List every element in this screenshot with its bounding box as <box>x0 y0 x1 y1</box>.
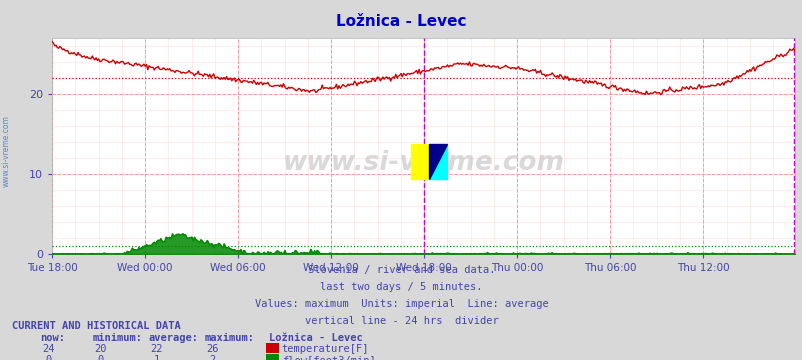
Polygon shape <box>429 144 447 179</box>
Text: 2: 2 <box>209 355 216 360</box>
Text: Slovenia / river and sea data.: Slovenia / river and sea data. <box>307 265 495 275</box>
Text: 0: 0 <box>45 355 51 360</box>
Text: 20: 20 <box>94 344 107 354</box>
Polygon shape <box>429 144 447 179</box>
Text: 0: 0 <box>97 355 103 360</box>
Text: last two days / 5 minutes.: last two days / 5 minutes. <box>320 282 482 292</box>
Text: 26: 26 <box>206 344 219 354</box>
Text: www.si-vreme.com: www.si-vreme.com <box>282 150 564 176</box>
Text: vertical line - 24 hrs  divider: vertical line - 24 hrs divider <box>304 316 498 327</box>
Text: minimum:: minimum: <box>92 333 142 343</box>
Text: Ložnica - Levec: Ložnica - Levec <box>269 333 363 343</box>
Text: 1: 1 <box>153 355 160 360</box>
Text: flow[foot3/min]: flow[foot3/min] <box>282 355 375 360</box>
Bar <box>411 144 429 179</box>
Text: Ložnica - Levec: Ložnica - Levec <box>336 14 466 30</box>
Text: average:: average: <box>148 333 198 343</box>
Text: www.si-vreme.com: www.si-vreme.com <box>2 115 11 187</box>
Text: 22: 22 <box>150 344 163 354</box>
Text: Values: maximum  Units: imperial  Line: average: Values: maximum Units: imperial Line: av… <box>254 299 548 309</box>
Text: 24: 24 <box>42 344 55 354</box>
Text: now:: now: <box>40 333 65 343</box>
Text: CURRENT AND HISTORICAL DATA: CURRENT AND HISTORICAL DATA <box>12 321 180 332</box>
Text: temperature[F]: temperature[F] <box>282 344 369 354</box>
Text: maximum:: maximum: <box>205 333 254 343</box>
